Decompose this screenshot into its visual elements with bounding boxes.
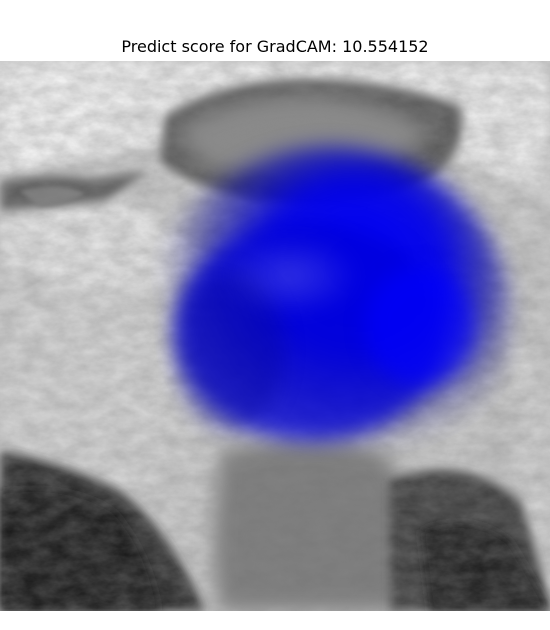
gradcam-overlay-image bbox=[0, 61, 550, 611]
figure-title: Predict score for GradCAM: 10.554152 bbox=[121, 37, 429, 56]
gradcam-image-panel bbox=[0, 61, 550, 611]
